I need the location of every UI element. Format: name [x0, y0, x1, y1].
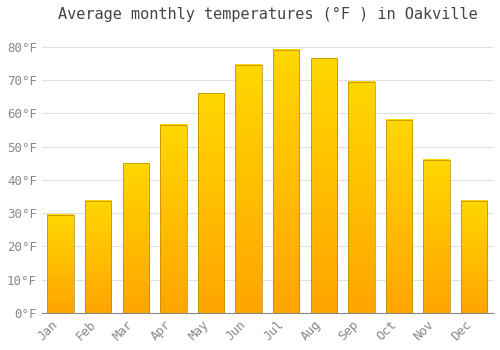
Bar	[424, 160, 450, 313]
Bar	[122, 163, 149, 313]
Bar	[85, 201, 112, 313]
Bar	[160, 125, 186, 313]
Title: Average monthly temperatures (°F ) in Oakville: Average monthly temperatures (°F ) in Oa…	[58, 7, 478, 22]
Bar	[236, 65, 262, 313]
Bar	[461, 201, 487, 313]
Bar	[198, 93, 224, 313]
Bar	[348, 82, 374, 313]
Bar	[48, 215, 74, 313]
Bar	[310, 58, 337, 313]
Bar	[273, 50, 299, 313]
Bar	[386, 120, 412, 313]
